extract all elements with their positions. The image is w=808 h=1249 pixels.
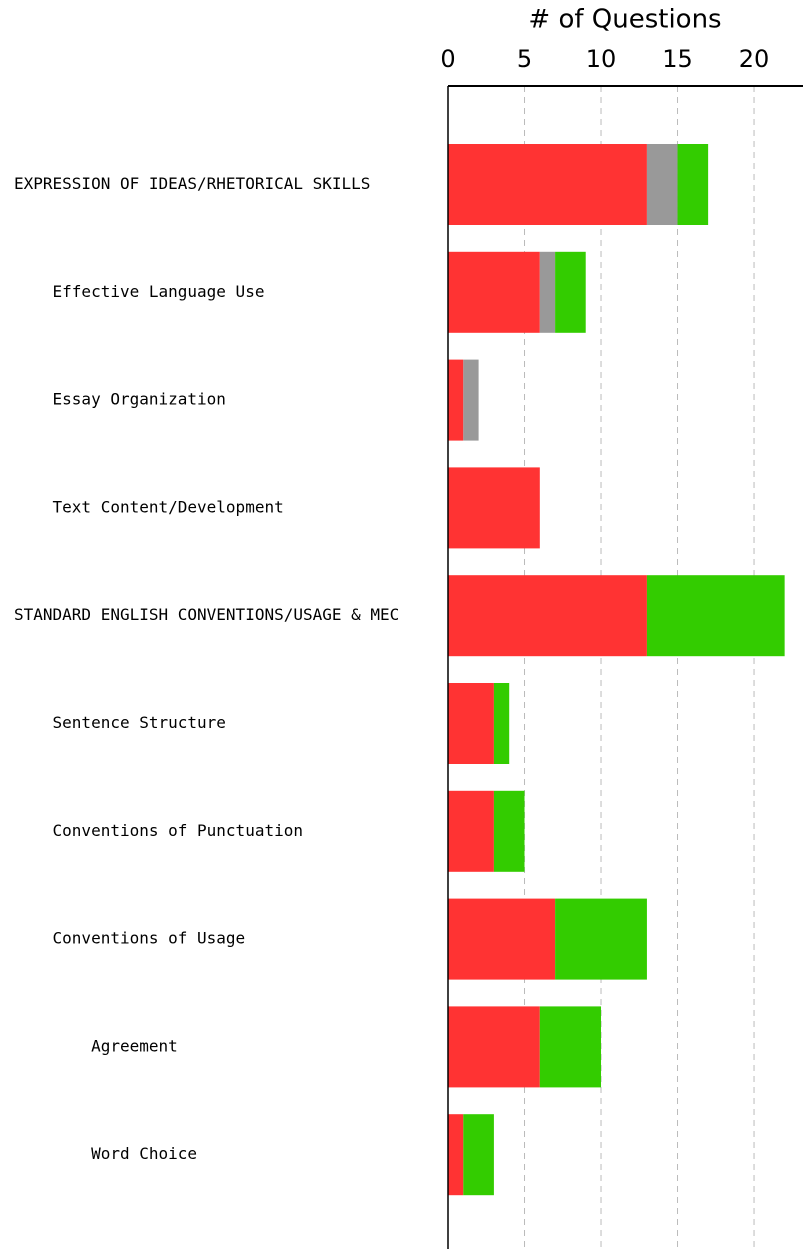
- category-label: Conventions of Punctuation: [14, 821, 303, 840]
- bar-segment: [448, 1006, 540, 1088]
- chart-title: # of Questions: [528, 5, 721, 35]
- bar-segment: [463, 1114, 494, 1196]
- bar-segment: [463, 359, 479, 441]
- bar-segment: [448, 1114, 464, 1196]
- x-tick-label: 5: [517, 45, 532, 73]
- x-tick-label: 20: [739, 45, 770, 73]
- bar-segment: [448, 467, 540, 549]
- category-label: Essay Organization: [14, 390, 226, 409]
- bar-segment: [448, 359, 464, 441]
- category-label: Sentence Structure: [14, 713, 226, 732]
- bar-segment: [646, 144, 678, 225]
- category-label: Agreement: [14, 1036, 178, 1055]
- bar-segment: [493, 790, 525, 872]
- bar-segment: [448, 144, 647, 225]
- category-label: Effective Language Use: [14, 282, 264, 301]
- bar-segment: [555, 898, 647, 980]
- bar-segment: [448, 251, 540, 333]
- bar-segment: [555, 251, 586, 333]
- bar-segment: [448, 898, 556, 980]
- bar-segment: [539, 251, 556, 333]
- category-label: Conventions of Usage: [14, 929, 245, 948]
- category-label: EXPRESSION OF IDEAS/RHETORICAL SKILLS: [14, 174, 370, 193]
- bar-segment: [677, 144, 709, 225]
- category-label: Text Content/Development: [14, 497, 284, 516]
- bar-segment: [448, 575, 647, 657]
- bar-segment: [448, 790, 494, 872]
- category-label: Word Choice: [14, 1144, 197, 1163]
- x-tick-label: 15: [662, 45, 693, 73]
- bar-segment: [646, 575, 785, 657]
- category-label: STANDARD ENGLISH CONVENTIONS/USAGE & MEC: [14, 605, 399, 624]
- bar-segment: [448, 683, 494, 764]
- x-tick-label: 0: [440, 45, 455, 73]
- bar-segment: [539, 1006, 602, 1088]
- x-tick-label: 10: [586, 45, 617, 73]
- bar-segment: [493, 683, 510, 764]
